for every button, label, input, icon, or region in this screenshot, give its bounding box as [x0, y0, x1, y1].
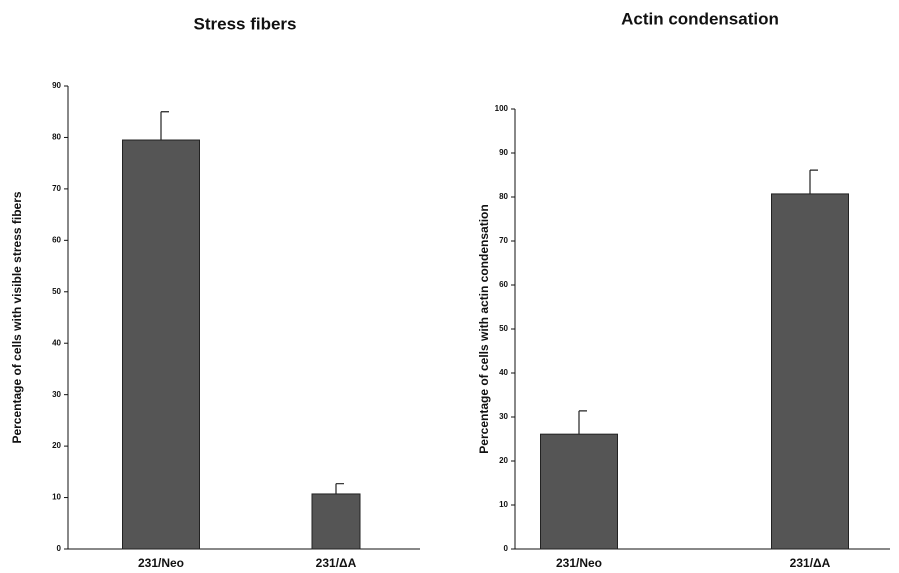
- y-tick-label: 70: [499, 236, 508, 245]
- y-tick-label: 70: [52, 184, 61, 193]
- x-tick-label: 231/Neo: [556, 556, 602, 570]
- y-tick-label: 60: [499, 280, 508, 289]
- y-tick-label: 30: [52, 390, 61, 399]
- y-tick-label: 50: [499, 324, 508, 333]
- y-tick-label: 80: [52, 133, 61, 142]
- x-tick-label: 231/Neo: [138, 556, 184, 570]
- y-axis-label: Percentage of cells with actin condensat…: [477, 204, 491, 453]
- y-axis-label: Percentage of cells with visible stress …: [10, 191, 24, 443]
- y-tick-label: 40: [52, 338, 61, 347]
- y-tick-label: 20: [499, 456, 508, 465]
- y-tick-label: 10: [52, 493, 61, 502]
- y-tick-label: 60: [52, 235, 61, 244]
- y-tick-label: 40: [499, 368, 508, 377]
- x-tick-label: 231/ΔA: [790, 556, 831, 570]
- y-tick-label: 10: [499, 500, 508, 509]
- y-tick-label: 90: [499, 148, 508, 157]
- chart-title: Actin condensation: [621, 9, 779, 28]
- bar: [311, 493, 361, 550]
- error-bar: [160, 111, 169, 141]
- error-bar: [335, 483, 344, 494]
- y-tick-label: 0: [57, 544, 62, 553]
- y-tick-label: 50: [52, 287, 61, 296]
- y-tick-label: 0: [504, 544, 509, 553]
- chart-title: Stress fibers: [194, 14, 297, 33]
- error-bar: [809, 169, 818, 194]
- y-tick-label: 100: [495, 104, 509, 113]
- x-tick-label: 231/ΔA: [316, 556, 357, 570]
- error-bar: [578, 410, 587, 435]
- bar: [540, 433, 618, 550]
- y-tick-label: 80: [499, 192, 508, 201]
- y-tick-label: 20: [52, 441, 61, 450]
- y-tick-label: 30: [499, 412, 508, 421]
- y-tick-label: 90: [52, 81, 61, 90]
- bar: [122, 139, 200, 550]
- bar: [771, 193, 849, 550]
